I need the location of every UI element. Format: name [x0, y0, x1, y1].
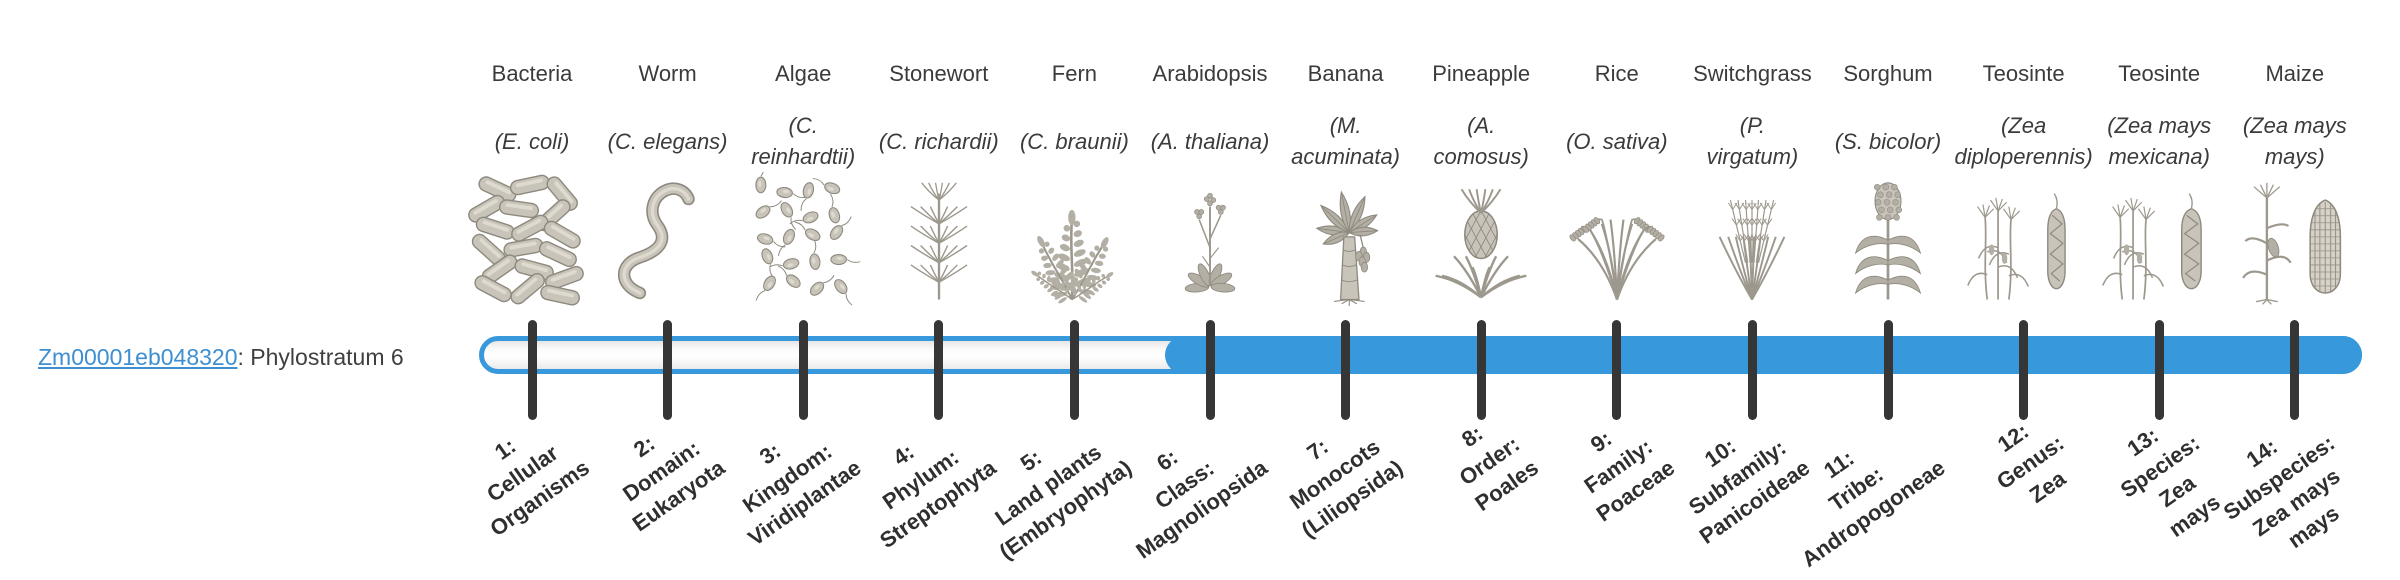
stratum-common-name: Worm: [638, 61, 697, 86]
algae-icon: [755, 163, 861, 306]
stratum-illustration: [603, 172, 733, 306]
stratum-common-name: Teosinte: [2118, 61, 2201, 86]
stratum-axis-label: 11: Tribe: Andropogoneae: [1797, 445, 1950, 573]
stratum-illustration: [738, 163, 868, 306]
stratum-tick: [663, 320, 673, 420]
stratum-tick: [1341, 320, 1351, 420]
stratum-scientific-name: (S. bicolor): [1834, 128, 1942, 154]
stratum-scientific-name: (A. thaliana): [1150, 128, 1270, 154]
stratum-common-name: Arabidopsis: [1152, 61, 1268, 86]
stratum-illustration: [467, 172, 597, 306]
stratum-scientific-name: (E. coli): [494, 128, 570, 154]
stratum-tick: [1476, 320, 1486, 420]
stratum-axis-label: 8: Order: Poales: [1454, 420, 1544, 516]
stratum-tick: [2154, 320, 2164, 420]
worm-icon: [617, 182, 695, 300]
stratum-illustration: [874, 172, 1004, 306]
stratum-tick: [1883, 320, 1893, 420]
banana-icon: [1315, 190, 1379, 306]
stratum-axis-label: 12: Genus: Zea: [1991, 418, 2070, 508]
stratum-tick: [1069, 320, 1079, 420]
stratum-common-name: Banana: [1307, 61, 1384, 86]
gene-phylostratum-text: : Phylostratum 6: [237, 344, 404, 370]
stratum-scientific-name: (O. sativa): [1566, 128, 1668, 154]
stratum-axis-label: 14: Subspecies: Zea mays mays: [2218, 430, 2345, 554]
stratum-scientific-name: (C. elegans): [607, 128, 728, 154]
stratum-axis-label: 13: Species: Zea mays: [2115, 422, 2225, 542]
stratum-common-name: Algae: [775, 61, 832, 86]
stratum-axis-label: 2: Domain: Eukaryota: [618, 430, 730, 537]
stratum-scientific-name: (C. richardii): [878, 128, 999, 154]
stratum-illustration: [1823, 172, 1953, 306]
teosinte-mexicana-icon: [2102, 193, 2203, 300]
stratum-scientific-name: (P. virgatum): [1706, 113, 1799, 169]
stratum-common-name: Rice: [1594, 61, 1639, 86]
stratum-illustration: [1145, 172, 1275, 306]
gene-label: Zm00001eb048320: Phylostratum 6: [38, 344, 404, 371]
stratum-axis-label: 10: Subfamily: Panicoideae: [1684, 433, 1815, 549]
stratum-illustration: [1959, 172, 2089, 306]
stratum-illustration: [1281, 172, 1411, 306]
stratum-illustration: [2230, 172, 2360, 306]
switchgrass-icon: [1719, 199, 1786, 301]
teosinte-diploperennis-icon: [1966, 193, 2066, 300]
stratum-common-name: Sorghum: [1843, 61, 1933, 86]
stratum-illustration: [1009, 172, 1139, 306]
stratum-scientific-name: (M. acuminata): [1291, 113, 1401, 169]
maize-icon: [2241, 182, 2341, 305]
pineapple-icon: [1435, 188, 1527, 299]
stratum-axis-label: 9: Family: Poaceae: [1579, 425, 1679, 527]
stratum-common-name: Stonewort: [889, 61, 989, 86]
stratum-tick: [1747, 320, 1757, 420]
stratum-axis-label: 3: Kingdom: Viridiplantae: [737, 437, 866, 551]
stratum-tick: [798, 320, 808, 420]
stratum-scientific-name: (Zea mays mays): [2242, 113, 2347, 169]
stratum-illustration: [2094, 172, 2224, 306]
stratum-tick: [1205, 320, 1215, 420]
stratum-axis-label: 5: Land plants (Embryophyta): [990, 439, 1137, 565]
stratum-common-name: Maize: [2265, 61, 2325, 86]
stratum-common-name: Fern: [1051, 61, 1098, 86]
stratum-axis-label: 7: Monocots (Liliopsida): [1285, 433, 1408, 543]
stratum-scientific-name: (Zea mays mexicana): [2107, 113, 2212, 169]
stratum-illustration: [1416, 172, 1546, 306]
stratum-common-name: Pineapple: [1432, 61, 1531, 86]
stratum-common-name: Bacteria: [491, 61, 573, 86]
stratum-scientific-name: (A. comosus): [1433, 113, 1529, 169]
sorghum-icon: [1854, 182, 1922, 300]
gene-id-link[interactable]: Zm00001eb048320: [38, 344, 238, 370]
bacteria-icon: [468, 174, 584, 306]
fern-icon: [1031, 209, 1114, 304]
stratum-illustration: [1552, 172, 1682, 306]
stratum-axis-label: 1: Cellular Organisms: [482, 432, 594, 542]
stratum-scientific-name: (C. braunii): [1019, 128, 1129, 154]
stratum-tick: [2019, 320, 2029, 420]
stonewort-icon: [910, 182, 968, 300]
stratum-common-name: Teosinte: [1982, 61, 2065, 86]
stratum-tick: [934, 320, 944, 420]
rice-icon: [1569, 217, 1665, 300]
stratum-common-name: Switchgrass: [1693, 61, 1812, 86]
stratum-tick: [1612, 320, 1622, 420]
stratum-axis-label: 6: Class: Magnoliopsida: [1131, 444, 1272, 564]
stratum-illustration: [1687, 172, 1817, 306]
arabidopsis-icon: [1184, 192, 1236, 293]
stratum-axis-label: 4: Phylum: Streptophyta: [875, 438, 1001, 554]
stratum-scientific-name: (C. reinhardtii): [751, 113, 856, 169]
stratum-tick: [2290, 320, 2300, 420]
stratum-scientific-name: (Zea diploperennis): [1954, 113, 2093, 169]
stratum-tick: [527, 320, 537, 420]
